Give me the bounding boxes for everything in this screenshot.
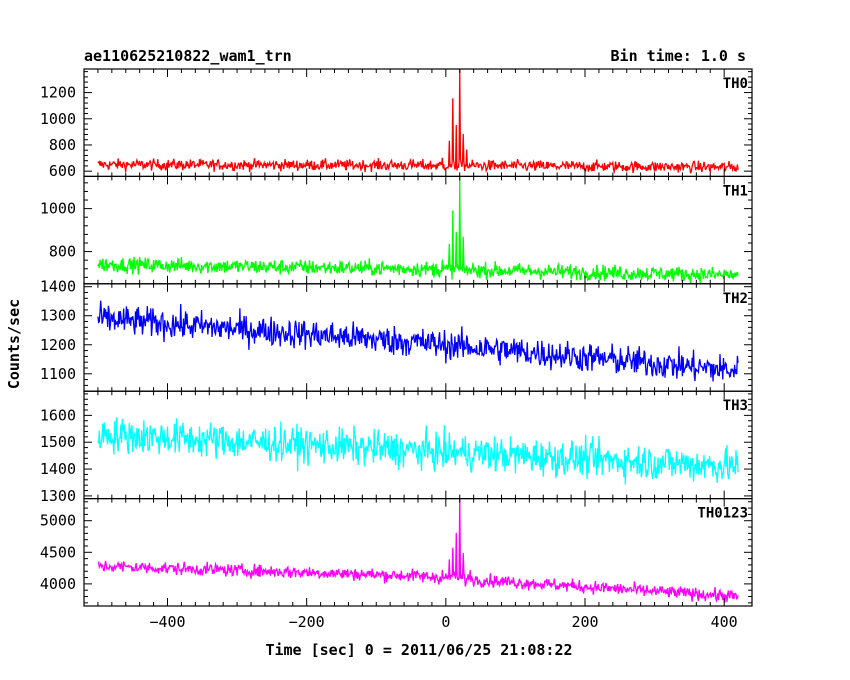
panel-label-th3: TH3 <box>723 398 748 414</box>
panel-frame-th0 <box>83 68 753 178</box>
panel-label-th0123: TH0123 <box>697 506 748 522</box>
x-tick-label: 0 <box>441 613 450 631</box>
series-line-th1 <box>97 177 739 284</box>
x-tick-label: 200 <box>571 613 598 631</box>
panel-th0123: 4000 4500 5000 TH0123 <box>40 498 753 607</box>
y-tick-label-th2: 1400 <box>40 278 76 296</box>
x-tick-label: −400 <box>149 613 185 631</box>
y-tick-label-th0: 600 <box>49 162 76 180</box>
panel-frame-th0123 <box>83 498 753 607</box>
panel-label-th1: TH1 <box>723 183 748 199</box>
panel-frame-th3 <box>83 390 753 500</box>
y-tick-label-th2: 1200 <box>40 336 76 354</box>
y-tick-label-th3: 1400 <box>40 460 76 478</box>
panel-label-th2: TH2 <box>723 291 748 307</box>
series-line-th2 <box>97 300 739 382</box>
y-tick-label-th0123: 5000 <box>40 512 76 530</box>
y-tick-label-th0: 1200 <box>40 84 76 102</box>
y-tick-label-th1: 1000 <box>40 200 76 218</box>
series-line-th0123 <box>97 498 739 603</box>
y-tick-label-th0123: 4000 <box>40 575 76 593</box>
x-tick-label: 400 <box>711 613 738 631</box>
y-axis-title: Counts/sec <box>5 299 23 389</box>
y-tick-label-th0: 1000 <box>40 110 76 128</box>
y-tick-label-th2: 1300 <box>40 307 76 325</box>
bin-time-label: Bin time: 1.0 s <box>611 47 746 65</box>
panel-th0: 600 800 1000 1200 TH0 <box>40 68 753 180</box>
y-tick-label-th0123: 4500 <box>40 543 76 561</box>
y-tick-label-th3: 1600 <box>40 406 76 424</box>
y-tick-label-th2: 1100 <box>40 365 76 383</box>
series-line-th0 <box>97 69 739 175</box>
panel-label-th0: TH0 <box>723 76 748 92</box>
series-line-th3 <box>97 417 739 485</box>
x-tick-label: −200 <box>289 613 325 631</box>
x-axis-title: Time [sec] 0 = 2011/06/25 21:08:22 <box>265 641 572 659</box>
panel-th3: 1300 1400 1500 1600 TH3 <box>40 390 753 505</box>
chart-title: ae110625210822_wam1_trn <box>84 47 292 65</box>
y-tick-label-th0: 800 <box>49 136 76 154</box>
panel-th2: 1100 1200 1300 1400 TH2 <box>40 278 753 392</box>
y-tick-label-th3: 1300 <box>40 487 76 505</box>
y-tick-label-th1: 800 <box>49 243 76 261</box>
panel-th1: 800 1000 TH1 <box>40 175 753 285</box>
y-tick-label-th3: 1500 <box>40 433 76 451</box>
